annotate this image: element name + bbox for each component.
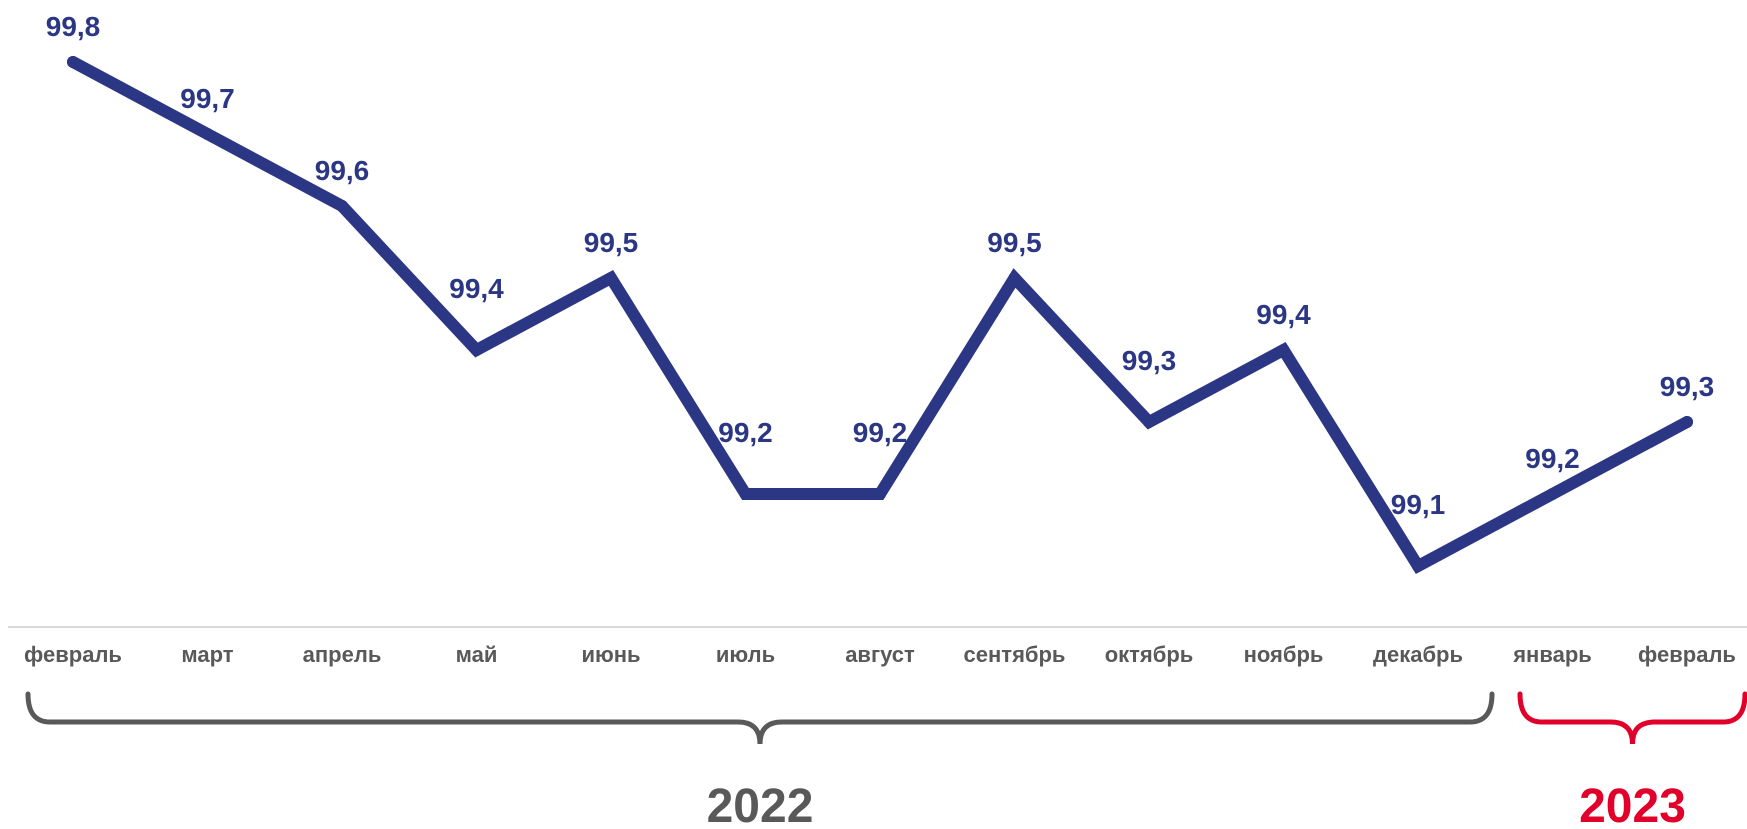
- data-labels: 99,8 99,7 99,6 99,4 99,5 99,2 99,2 99,5 99,3 99,4…: [46, 11, 1715, 520]
- x-tick-label: декабрь: [1373, 642, 1463, 667]
- data-point: [605, 272, 617, 284]
- data-point: [67, 56, 79, 68]
- x-tick-label: июнь: [581, 642, 640, 667]
- data-label: 99,8: [46, 11, 101, 42]
- x-tick-label: сентябрь: [964, 642, 1066, 667]
- year-brace-2022: [25, 691, 1495, 745]
- data-point: [874, 488, 886, 500]
- x-tick-label: июль: [716, 642, 775, 667]
- year-brace-2023: [1517, 691, 1747, 745]
- x-tick-label: февраль: [24, 642, 122, 667]
- data-point: [1681, 416, 1693, 428]
- data-label: 99,2: [1525, 443, 1580, 474]
- year-label-2022: 2022: [707, 780, 814, 829]
- data-label: 99,2: [718, 417, 773, 448]
- data-point: [1277, 344, 1290, 356]
- data-label: 99,6: [315, 155, 370, 186]
- x-tick-label: август: [845, 642, 915, 667]
- data-point: [1143, 416, 1155, 428]
- data-label: 99,3: [1122, 345, 1177, 376]
- data-label: 99,4: [449, 273, 504, 304]
- x-tick-label: апрель: [303, 642, 382, 667]
- year-labels: 2022 2023: [707, 780, 1686, 829]
- x-tick-label: май: [456, 642, 498, 667]
- data-label: 99,5: [584, 227, 639, 258]
- data-point: [201, 128, 214, 140]
- data-point: [1546, 488, 1559, 500]
- x-tick-label: март: [181, 642, 233, 667]
- data-label: 99,3: [1660, 371, 1715, 402]
- year-braces: [25, 691, 1747, 745]
- data-label: 99,4: [1256, 299, 1311, 330]
- year-label-2023: 2023: [1579, 780, 1686, 829]
- x-tick-label: ноябрь: [1244, 642, 1324, 667]
- x-tick-label: февраль: [1638, 642, 1736, 667]
- x-tick-labels: февраль март апрель май июнь июль август сентяб…: [24, 642, 1736, 667]
- data-label: 99,2: [853, 417, 908, 448]
- data-point: [336, 200, 348, 212]
- data-label: 99,1: [1391, 489, 1446, 520]
- x-tick-label: январь: [1512, 642, 1592, 667]
- data-label: 99,5: [987, 227, 1042, 258]
- data-points: [67, 56, 1693, 572]
- data-label: 99,7: [180, 83, 235, 114]
- data-point: [470, 344, 483, 356]
- data-point: [1412, 560, 1424, 572]
- x-tick-label: октябрь: [1105, 642, 1194, 667]
- data-point: [1008, 272, 1021, 284]
- data-point: [739, 488, 752, 500]
